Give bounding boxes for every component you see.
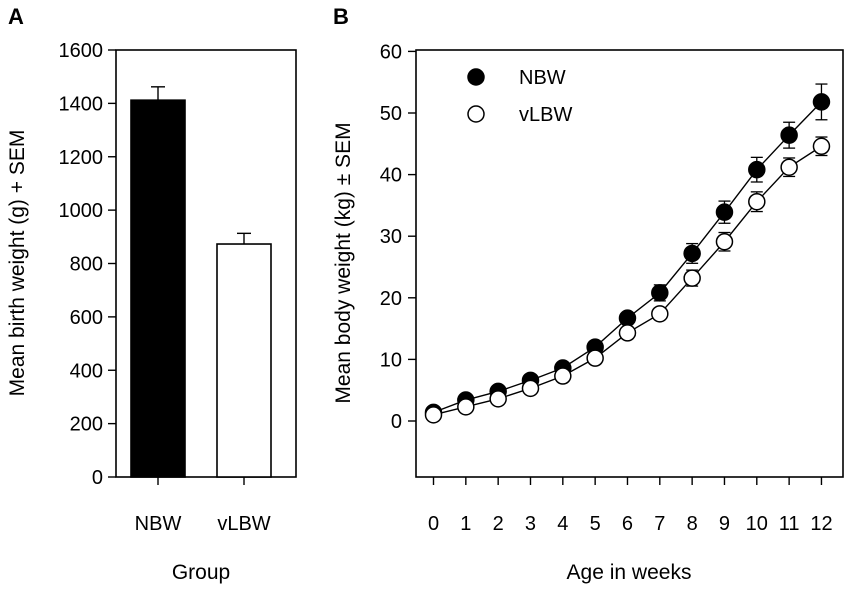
point-vlbw bbox=[715, 232, 734, 251]
panel-b-label: B bbox=[333, 4, 349, 29]
plot-frame-b bbox=[415, 49, 844, 478]
x-tick-label-b: 3 bbox=[525, 513, 536, 535]
point-vlbw bbox=[586, 349, 604, 367]
legend-marker-nbw bbox=[467, 68, 485, 86]
y-tick-label-b: 40 bbox=[380, 165, 402, 187]
x-axis-label-a: Group bbox=[172, 561, 230, 584]
y-tick-label-b: 60 bbox=[380, 41, 402, 63]
x-tick-label-b: 6 bbox=[622, 513, 633, 535]
y-tick-label-a: 1600 bbox=[59, 40, 104, 62]
point-nbw bbox=[651, 284, 669, 302]
x-tick-label-b: 10 bbox=[746, 513, 768, 535]
point-nbw bbox=[748, 160, 766, 179]
x-tick-label-b: 1 bbox=[460, 513, 471, 535]
series-line-vlbw bbox=[433, 145, 822, 416]
y-tick-label-a: 0 bbox=[92, 467, 103, 489]
bar-vlbw bbox=[216, 243, 272, 478]
point-vlbw bbox=[748, 192, 766, 211]
legend-label-nbw: NBW bbox=[519, 67, 566, 89]
y-tick-label-b: 50 bbox=[380, 103, 402, 125]
x-tick-label-b: 8 bbox=[687, 513, 698, 535]
x-tick-label-b: 4 bbox=[557, 513, 568, 535]
point-nbw bbox=[780, 126, 798, 144]
x-tick-label-b: 2 bbox=[493, 513, 504, 535]
y-tick-label-a: 1400 bbox=[59, 93, 104, 115]
x-tick-label-a: NBW bbox=[135, 513, 182, 535]
x-tick-label-b: 9 bbox=[719, 513, 730, 535]
point-vlbw bbox=[618, 324, 637, 342]
point-vlbw bbox=[812, 137, 831, 156]
point-nbw bbox=[715, 203, 734, 221]
point-nbw bbox=[812, 93, 831, 111]
point-vlbw bbox=[554, 367, 572, 385]
point-vlbw bbox=[457, 398, 475, 416]
x-tick-label-a: vLBW bbox=[217, 513, 270, 535]
x-tick-label-b: 11 bbox=[779, 513, 800, 535]
y-tick-label-a: 600 bbox=[70, 307, 103, 329]
x-tick-label-b: 0 bbox=[428, 513, 439, 535]
x-axis-label-b: Age in weeks bbox=[567, 561, 692, 584]
point-vlbw bbox=[651, 305, 669, 323]
y-tick-label-b: 30 bbox=[380, 226, 402, 248]
panel-a-label: A bbox=[8, 4, 24, 29]
y-tick-label-a: 200 bbox=[70, 414, 103, 436]
x-tick-label-b: 5 bbox=[590, 513, 601, 535]
y-axis-label-b: Mean body weight (kg) ± SEM bbox=[332, 122, 355, 403]
legend-label-vlbw: vLBW bbox=[519, 104, 572, 126]
y-tick-label-a: 1200 bbox=[59, 147, 104, 169]
x-tick-label-b: 12 bbox=[810, 513, 832, 535]
y-tick-label-a: 1000 bbox=[59, 200, 104, 222]
y-axis-label-a: Mean birth weight (g) + SEM bbox=[6, 130, 29, 397]
y-tick-label-b: 10 bbox=[380, 349, 402, 371]
point-vlbw bbox=[424, 406, 443, 424]
point-vlbw bbox=[489, 390, 507, 408]
y-tick-label-b: 0 bbox=[391, 411, 402, 433]
y-tick-label-a: 400 bbox=[70, 360, 103, 382]
chart-a: 0 200 400 600 800 1000 1200 1400 1600 NBW vLBW Grou… bbox=[6, 40, 297, 584]
point-vlbw bbox=[521, 379, 540, 398]
legend-marker-vlbw bbox=[467, 105, 485, 123]
series-line-nbw bbox=[433, 101, 822, 414]
bar-nbw bbox=[130, 99, 186, 478]
point-vlbw bbox=[683, 269, 701, 287]
point-nbw bbox=[618, 309, 637, 327]
y-tick-label-a: 800 bbox=[70, 254, 103, 276]
point-nbw bbox=[683, 244, 701, 263]
y-tick-label-b: 20 bbox=[380, 288, 402, 310]
x-tick-label-b: 7 bbox=[654, 513, 665, 535]
point-vlbw bbox=[780, 158, 798, 176]
